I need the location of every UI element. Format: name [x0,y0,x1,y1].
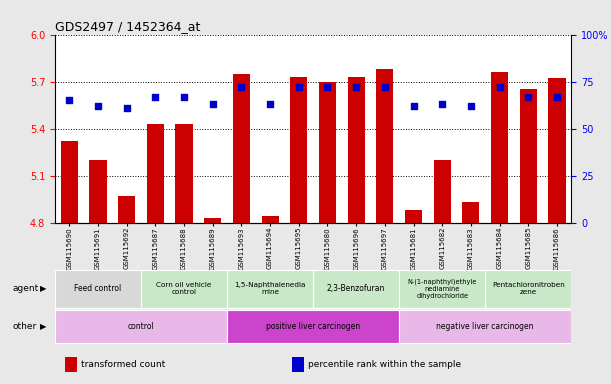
Bar [485,270,571,308]
Bar [463,202,480,223]
Bar [89,160,107,223]
Bar [520,89,537,223]
Bar [65,357,76,372]
Bar [60,141,78,223]
Bar [293,357,304,372]
Bar [376,69,393,223]
Point [208,101,218,107]
Point [495,84,505,90]
Bar [405,210,422,223]
Point [64,98,74,104]
Bar [548,78,566,223]
Text: agent: agent [12,285,38,293]
Text: control: control [128,322,155,331]
Bar [399,310,571,343]
Bar [175,124,192,223]
Bar [319,82,336,223]
Point [524,94,533,100]
Bar [118,196,135,223]
Text: Feed control: Feed control [75,285,122,293]
Text: Corn oil vehicle
control: Corn oil vehicle control [156,283,212,295]
Point [93,103,103,109]
Text: negative liver carcinogen: negative liver carcinogen [436,322,534,331]
Bar [434,160,451,223]
Point [294,84,304,90]
Point [437,101,447,107]
Bar [55,270,141,308]
Point [323,84,332,90]
Bar [227,270,313,308]
Text: percentile rank within the sample: percentile rank within the sample [308,360,461,369]
Bar [204,218,221,223]
Bar [313,270,399,308]
Point [552,94,562,100]
Text: transformed count: transformed count [81,360,165,369]
Bar [141,270,227,308]
Text: 2,3-Benzofuran: 2,3-Benzofuran [327,285,386,293]
Point [466,103,476,109]
Text: GDS2497 / 1452364_at: GDS2497 / 1452364_at [55,20,200,33]
Bar [262,217,279,223]
Point [179,94,189,100]
Point [122,105,131,111]
Point [380,84,390,90]
Point [409,103,419,109]
Bar [399,270,485,308]
Text: ▶: ▶ [40,285,46,293]
Text: 1,5-Naphthalenedia
mine: 1,5-Naphthalenedia mine [235,283,306,295]
Point [236,84,246,90]
Point [150,94,160,100]
Bar [491,72,508,223]
Point [265,101,275,107]
Bar [233,74,250,223]
Text: positive liver carcinogen: positive liver carcinogen [266,322,360,331]
Text: N-(1-naphthyl)ethyle
nediamine
dihydrochloride: N-(1-naphthyl)ethyle nediamine dihydroch… [408,279,477,299]
Bar [227,310,399,343]
Text: other: other [12,322,37,331]
Text: ▶: ▶ [40,322,46,331]
Text: Pentachloronitroben
zene: Pentachloronitroben zene [492,283,565,295]
Bar [290,77,307,223]
Bar [55,310,227,343]
Point [351,84,361,90]
Bar [348,77,365,223]
Bar [147,124,164,223]
